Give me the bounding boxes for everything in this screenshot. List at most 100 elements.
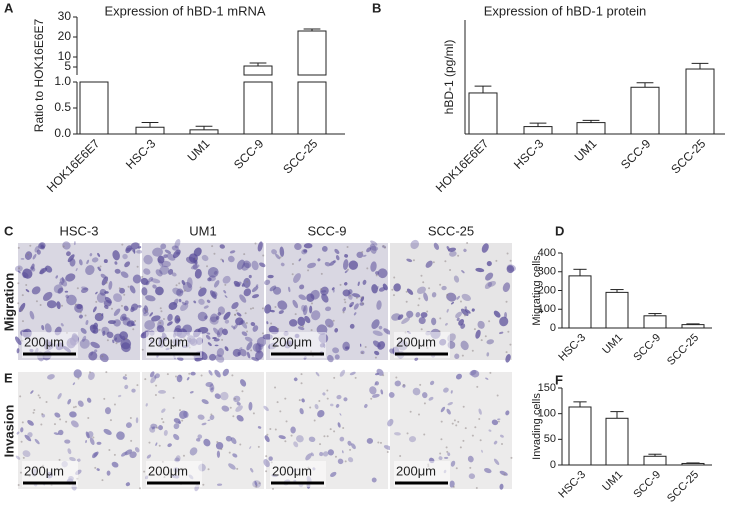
cell [89, 253, 93, 257]
cell [27, 420, 34, 426]
cell [246, 351, 251, 359]
pore [451, 422, 454, 425]
pore [141, 275, 144, 278]
pore [461, 354, 464, 357]
cell [201, 254, 209, 262]
cell [259, 262, 266, 268]
cell [478, 408, 482, 415]
cell [425, 260, 433, 268]
pore [158, 444, 161, 447]
pore [25, 283, 28, 286]
pore [37, 394, 40, 397]
column-label: HSC-3 [59, 223, 98, 238]
cell [240, 379, 247, 387]
cell [446, 408, 451, 415]
pore [124, 374, 127, 377]
cell [22, 274, 26, 279]
pore [393, 276, 396, 279]
pore [474, 426, 477, 429]
cell [91, 257, 99, 263]
cell [30, 390, 34, 394]
cell [327, 354, 334, 363]
cell [446, 308, 449, 313]
pore [20, 309, 23, 312]
pore [162, 421, 165, 424]
cell [236, 402, 241, 406]
cell [167, 443, 172, 448]
cell [131, 388, 136, 393]
cell [205, 334, 211, 340]
cell [321, 293, 329, 303]
cell [266, 321, 269, 325]
cell [150, 278, 161, 284]
pore [72, 406, 75, 409]
pore [154, 394, 157, 397]
cell [353, 303, 359, 310]
cell [119, 287, 125, 294]
cell [75, 267, 78, 272]
cell [207, 267, 219, 278]
cell [366, 247, 372, 253]
cell [186, 277, 193, 289]
pore [291, 262, 294, 265]
cell [213, 280, 220, 288]
cell [487, 281, 496, 287]
pore [270, 322, 273, 325]
y-tick-label: 10 [58, 49, 72, 63]
cell [415, 311, 421, 318]
row-label: Invasion [1, 405, 16, 458]
y-tick-label: 0 [550, 322, 556, 334]
cell [142, 307, 147, 315]
cell [24, 434, 32, 442]
cell [103, 259, 108, 264]
pore [374, 356, 377, 359]
cell [356, 251, 364, 259]
pore [284, 397, 287, 400]
cell [76, 304, 83, 310]
cell [342, 450, 344, 454]
cell [319, 451, 324, 457]
cell [215, 354, 225, 363]
pore [445, 446, 448, 449]
cell [120, 271, 129, 278]
cell [303, 249, 308, 253]
pore [382, 245, 385, 248]
cell [336, 394, 342, 400]
cell [16, 431, 20, 435]
cell [122, 253, 128, 260]
cell [193, 300, 197, 304]
pore [21, 320, 24, 323]
cell [124, 261, 131, 268]
cell [374, 381, 379, 386]
cell [222, 275, 231, 284]
cell [180, 303, 189, 311]
cell [309, 305, 313, 314]
cell [18, 302, 26, 313]
cell [58, 281, 64, 286]
cell [197, 414, 205, 420]
x-tick-label: HOK16E6E7 [433, 136, 492, 195]
pore [19, 395, 22, 398]
pore [355, 296, 358, 299]
cell [376, 368, 384, 376]
cell [293, 377, 298, 382]
cell [335, 255, 340, 261]
cell [440, 406, 446, 413]
cell [450, 460, 456, 467]
cell [505, 354, 511, 363]
cell [221, 259, 224, 263]
cell [486, 339, 494, 345]
cell [73, 241, 76, 246]
pore [344, 301, 347, 304]
pore [17, 282, 20, 285]
pore [33, 408, 36, 411]
cell [78, 259, 83, 266]
cell [275, 253, 281, 260]
pore [342, 311, 345, 314]
pore [125, 337, 128, 340]
cell [90, 341, 100, 349]
cell [349, 301, 355, 308]
pore [464, 427, 467, 430]
cell [339, 369, 346, 377]
cell [366, 438, 374, 444]
